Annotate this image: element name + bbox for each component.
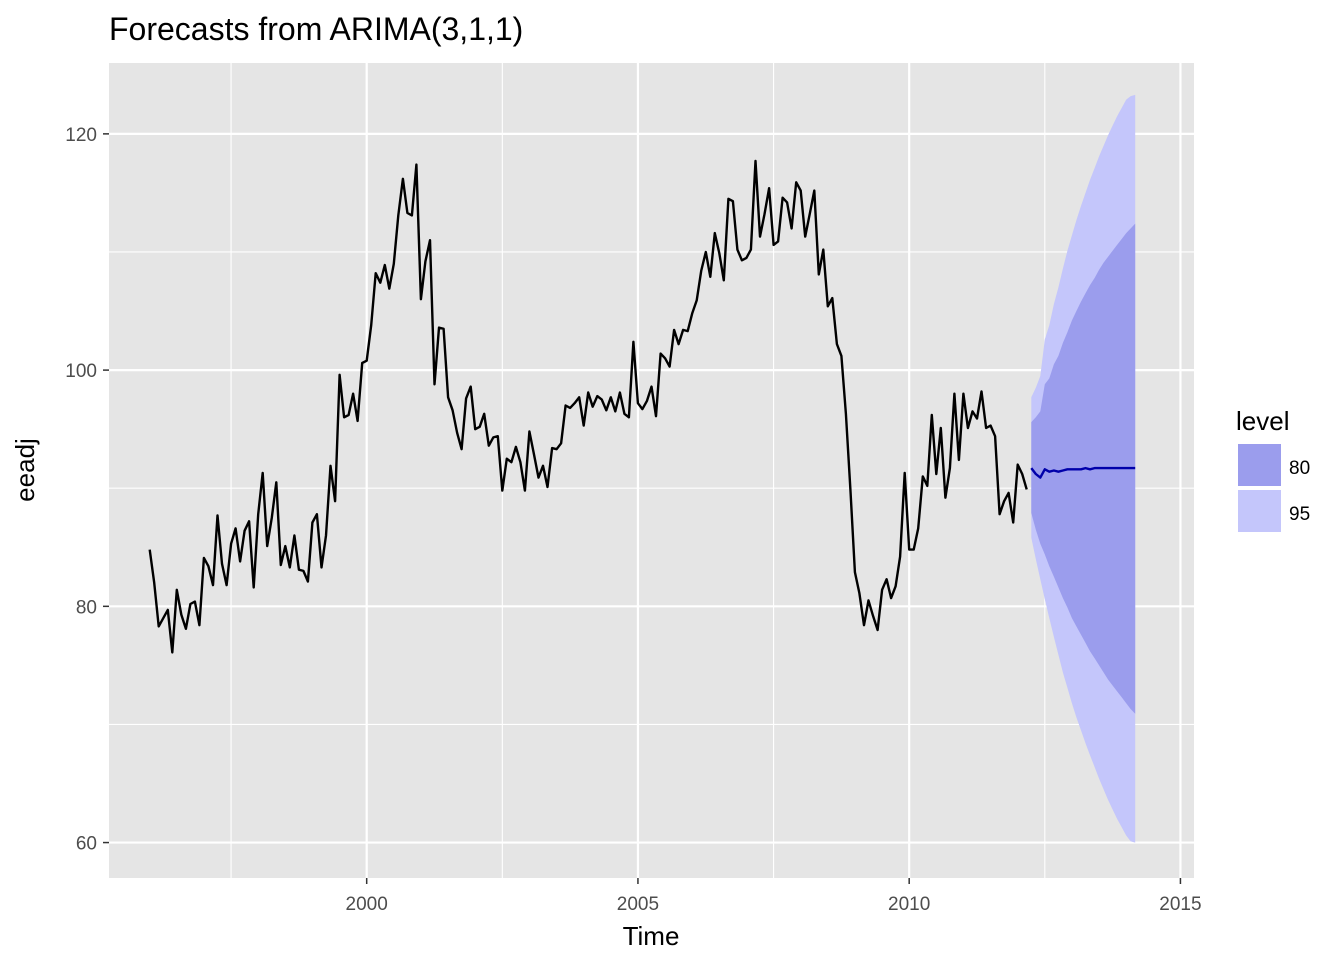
y-tick-label: 80 — [76, 597, 97, 618]
legend-label-80: 80 — [1289, 458, 1310, 479]
x-tick-label: 2000 — [346, 894, 388, 915]
y-tick-label: 60 — [76, 834, 97, 855]
plot-panel — [109, 63, 1194, 878]
legend-label-95: 95 — [1289, 504, 1310, 525]
x-tick-label: 2010 — [888, 894, 930, 915]
legend-swatch-95 — [1238, 490, 1281, 532]
y-axis-title: eeadj — [10, 438, 40, 502]
legend-title: level — [1236, 406, 1289, 436]
observed-series-line — [148, 159, 1028, 654]
forecast-mean-line — [1030, 466, 1136, 479]
legend-swatch-80 — [1238, 444, 1281, 486]
y-tick-label: 120 — [65, 125, 97, 146]
legend: level 80 95 — [1236, 406, 1310, 532]
x-axis-title: Time — [623, 921, 680, 951]
series-lines — [148, 159, 1136, 654]
axis-ticks: 2000 2005 2010 2015 60 80 100 120 — [65, 125, 1201, 915]
chart-title: Forecasts from ARIMA(3,1,1) — [109, 11, 523, 47]
major-gridlines — [109, 63, 1194, 878]
minor-gridlines — [109, 63, 1194, 878]
y-tick-label: 100 — [65, 361, 97, 382]
x-tick-label: 2015 — [1159, 894, 1201, 915]
x-tick-label: 2005 — [617, 894, 659, 915]
